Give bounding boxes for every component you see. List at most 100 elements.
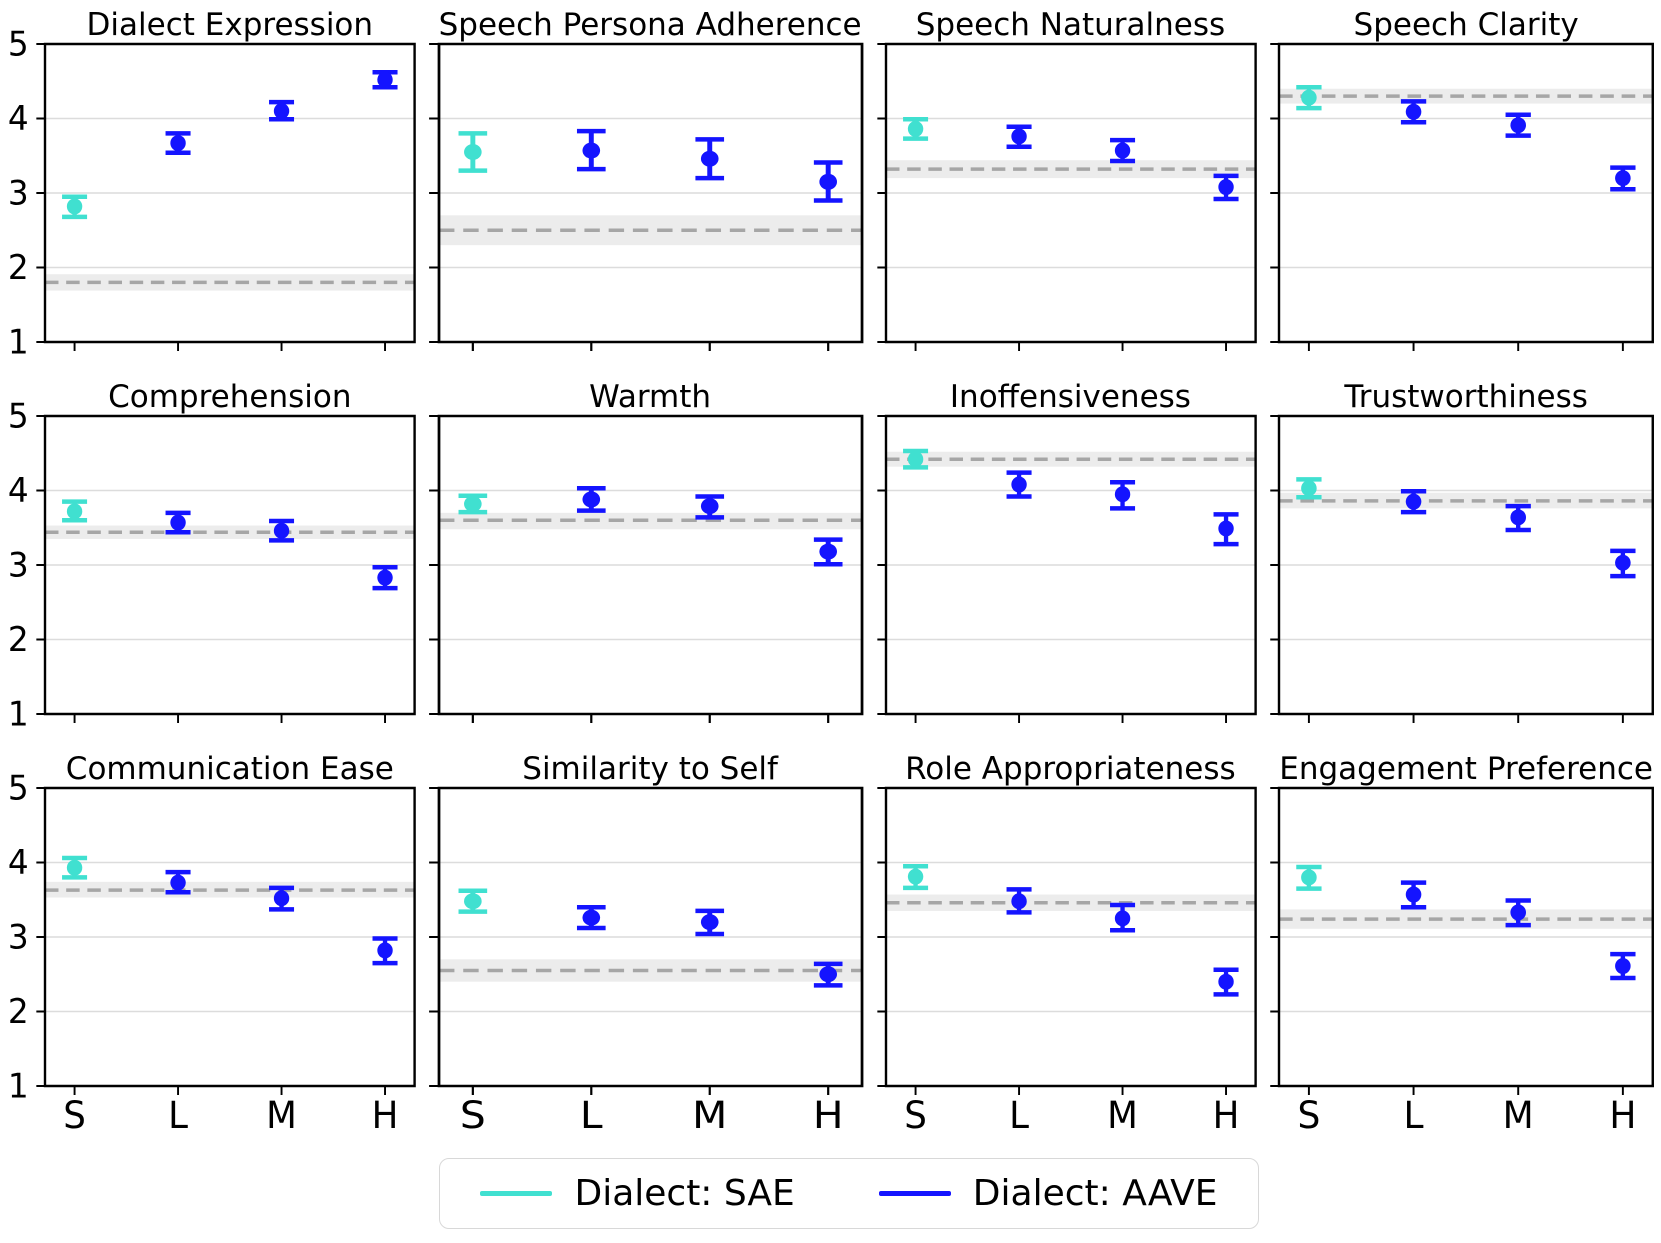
- errorbar-point-aave-h: [1610, 165, 1636, 192]
- baseline-band: [885, 894, 1256, 911]
- y-tick-label: 2: [8, 248, 29, 288]
- errorbar-point-aave-l: [1401, 488, 1427, 515]
- y-tick-label: 4: [8, 471, 29, 511]
- subplot-title: Speech Persona Adherence: [438, 7, 862, 43]
- plot-area: 1 2 3 4 5 S L M H: [8, 768, 416, 1137]
- legend-line-aave-icon: [878, 1191, 951, 1196]
- errorbar-point-aave-l: [576, 128, 606, 172]
- errorbar-point-aave-l: [1401, 880, 1427, 910]
- errorbar-point-aave-l: [1401, 99, 1427, 125]
- errorbar-point-aave-l: [1006, 470, 1032, 499]
- errorbar-point-aave-m: [1109, 480, 1135, 511]
- legend-box: Dialect: SAE Dialect: AAVE: [439, 1158, 1259, 1229]
- errorbar-point-aave-h: [1610, 548, 1636, 579]
- subplot-title: Role Appropriateness: [905, 751, 1236, 787]
- errorbar-point-aave-m: [1109, 137, 1135, 164]
- plot-area: [1270, 42, 1655, 351]
- legend-label-aave: Dialect: AAVE: [972, 1173, 1218, 1214]
- x-tick-label-m: M: [266, 1093, 297, 1137]
- baseline-band: [45, 274, 415, 291]
- errorbar-point-sae-s: [902, 116, 928, 141]
- y-tick-label: 3: [8, 917, 29, 957]
- subplot-similarity-to-self: Similarity to Self S L M H: [428, 750, 864, 1138]
- x-tick-label-m: M: [1503, 1094, 1534, 1138]
- baseline-band: [45, 881, 415, 898]
- errorbar-point-aave-m: [269, 99, 295, 122]
- subplot-trustworthiness: Trustworthiness: [1270, 378, 1655, 723]
- legend-label-sae: Dialect: SAE: [574, 1173, 795, 1214]
- baseline-band: [885, 451, 1256, 467]
- x-tick-label-l: L: [580, 1095, 603, 1138]
- errorbar-point-aave-m: [269, 885, 295, 912]
- y-tick-label: 1: [8, 694, 29, 734]
- subplot-title: Speech Naturalness: [915, 7, 1226, 43]
- y-tick-label: 5: [8, 396, 29, 436]
- legend-line-sae-icon: [480, 1191, 553, 1196]
- baseline-band: [45, 525, 415, 539]
- errorbar-point-aave-h: [372, 936, 398, 966]
- x-tick-label-h: H: [812, 1095, 843, 1138]
- subplot-inoffensiveness: Inoffensiveness: [876, 378, 1257, 723]
- plot-area: [428, 42, 864, 351]
- errorbar-point-sae-s: [1296, 84, 1322, 111]
- errorbar-point-aave-l: [1006, 887, 1032, 915]
- plot-area: 1 2 3 4 5: [8, 396, 416, 734]
- subplot-title: Communication Ease: [65, 751, 394, 787]
- errorbar-point-aave-l: [165, 869, 191, 895]
- subplot-speech-persona-adherence: Speech Persona Adherence: [428, 6, 864, 351]
- plot-area: 1 2 3 4 5: [8, 24, 416, 362]
- x-tick-label-l: L: [168, 1093, 189, 1137]
- subplot-title: Similarity to Self: [522, 751, 778, 787]
- errorbar-point-sae-s: [1296, 477, 1322, 500]
- errorbar-point-sae-s: [902, 863, 928, 891]
- x-tick-label-h: H: [1610, 1094, 1637, 1138]
- errorbar-point-aave-h: [372, 70, 398, 90]
- x-tick-label-s: S: [904, 1093, 927, 1137]
- legend-row: Dialect: SAE Dialect: AAVE: [45, 1158, 1653, 1229]
- errorbar-point-sae-s: [458, 493, 487, 515]
- errorbar-point-aave-h: [372, 564, 398, 591]
- subplot-comprehension: Comprehension 1 2 3 4 5: [8, 378, 416, 734]
- errorbar-point-aave-m: [1109, 902, 1135, 933]
- errorbar-point-sae-s: [62, 194, 88, 220]
- plot-area: [1270, 414, 1655, 723]
- x-tick-label-s: S: [1298, 1094, 1321, 1138]
- errorbar-point-aave-l: [165, 131, 191, 156]
- errorbar-point-sae-s: [902, 448, 928, 470]
- errorbar-point-sae-s: [458, 888, 487, 914]
- y-tick-label: 2: [8, 992, 29, 1032]
- y-tick-label: 1: [8, 322, 29, 362]
- y-tick-label: 5: [8, 24, 29, 64]
- errorbar-point-aave-h: [1610, 951, 1636, 981]
- plot-area: [876, 414, 1257, 723]
- errorbar-point-aave-h: [1213, 512, 1239, 547]
- y-tick-label: 5: [8, 768, 29, 808]
- y-tick-label: 3: [8, 545, 29, 585]
- plot-area: [428, 414, 864, 723]
- subplot-dialect-expression: Dialect Expression 1 2 3 4 5: [8, 6, 416, 362]
- errorbar-point-sae-s: [458, 131, 487, 173]
- subplot-title: Engagement Preference: [1279, 751, 1653, 787]
- y-tick-label: 4: [8, 99, 29, 139]
- errorbar-point-aave-l: [576, 904, 606, 931]
- subplot-communication-ease: Communication Ease 1 2 3 4 5 S L M H: [8, 750, 416, 1137]
- x-tick-label-l: L: [1009, 1093, 1030, 1137]
- errorbar-point-aave-m: [695, 494, 724, 520]
- errorbar-point-aave-m: [269, 518, 295, 543]
- baseline-band: [885, 160, 1256, 179]
- subplot-speech-clarity: Speech Clarity: [1270, 6, 1655, 351]
- x-tick-label-m: M: [692, 1095, 727, 1138]
- errorbar-point-aave-l: [576, 486, 606, 513]
- baseline-band: [1279, 909, 1653, 929]
- errorbar-point-aave-h: [1213, 967, 1239, 997]
- subplot-title: Speech Clarity: [1353, 7, 1579, 43]
- x-tick-label-l: L: [1404, 1094, 1425, 1138]
- y-tick-label: 3: [8, 173, 29, 213]
- errorbar-point-aave-l: [165, 510, 191, 535]
- baseline-band: [1279, 88, 1653, 104]
- x-tick-label-m: M: [1107, 1093, 1138, 1137]
- legend-entry-sae: Dialect: SAE: [480, 1173, 795, 1214]
